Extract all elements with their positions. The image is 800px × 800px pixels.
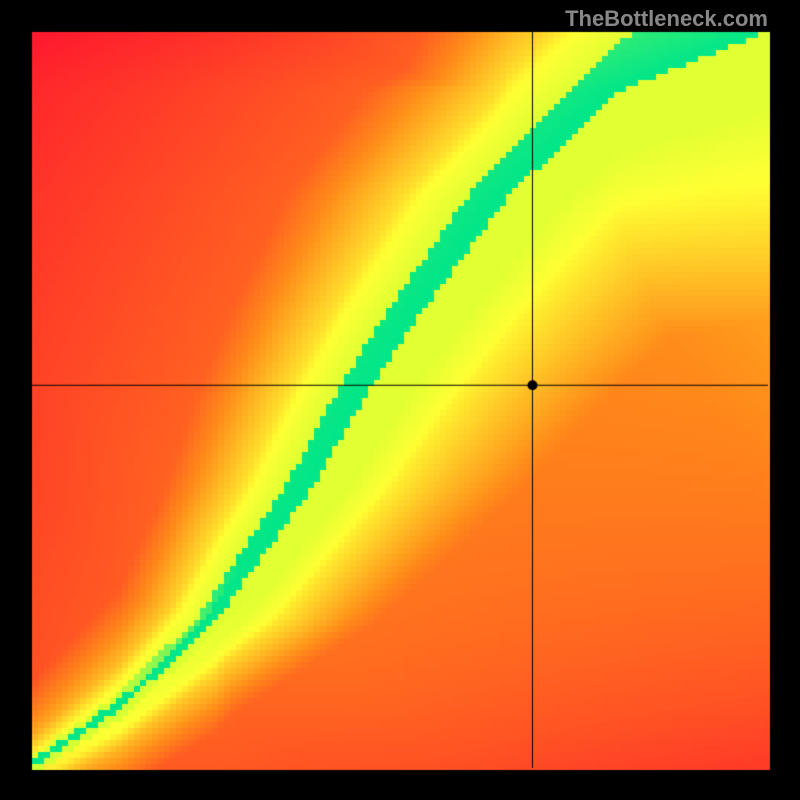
chart-container: TheBottleneck.com [0, 0, 800, 800]
heatmap-canvas [0, 0, 800, 800]
watermark-text: TheBottleneck.com [565, 6, 768, 32]
